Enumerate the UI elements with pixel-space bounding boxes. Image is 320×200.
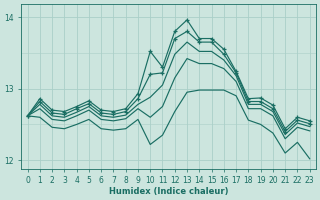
X-axis label: Humidex (Indice chaleur): Humidex (Indice chaleur) bbox=[109, 187, 228, 196]
